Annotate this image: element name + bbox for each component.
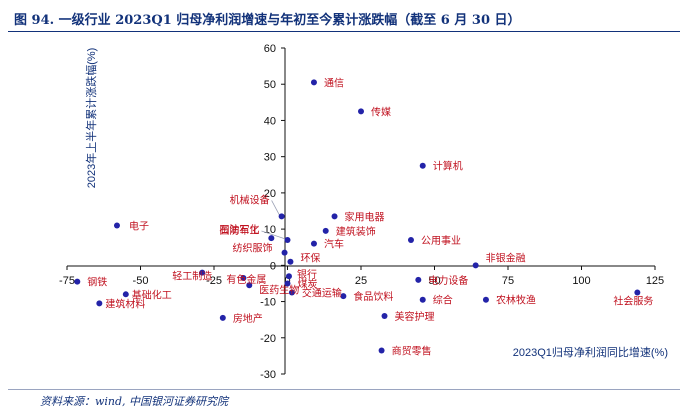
data-label: 煤炭 xyxy=(298,277,318,290)
title-divider xyxy=(8,31,680,32)
data-point xyxy=(287,258,294,265)
y-tick-label: -30 xyxy=(260,369,276,381)
data-point xyxy=(358,108,364,115)
y-tick-label: 30 xyxy=(264,152,276,164)
leader-line xyxy=(261,230,286,240)
data-label: 钢铁 xyxy=(87,276,107,289)
data-point xyxy=(113,222,120,229)
title-bar: 图 94. 一级行业 2023Q1 归母净利润增速与年初至今累计涨跌幅（截至 6… xyxy=(0,0,687,36)
data-point xyxy=(288,289,295,296)
data-label: 商贸零售 xyxy=(392,344,432,357)
x-tick-label: 50 xyxy=(428,275,440,287)
data-point xyxy=(634,289,641,296)
source-note: 资料来源：wind, 中国银河证券研究院 xyxy=(40,395,229,408)
data-point xyxy=(310,79,317,86)
data-point xyxy=(419,296,426,303)
data-point xyxy=(284,236,291,243)
data-label: 通信 xyxy=(324,77,344,89)
data-point xyxy=(378,347,385,354)
data-label: 公用事业 xyxy=(421,234,461,247)
y-tick-label: -20 xyxy=(260,333,276,345)
x-ticks: -75-50-250255075100125 xyxy=(59,266,664,287)
data-label: 医药生物 xyxy=(259,283,299,296)
data-label: 银行 xyxy=(297,268,317,281)
data-label: 国防军工 xyxy=(220,224,260,237)
data-point xyxy=(268,235,275,242)
y-ticks: -30 -20 -10 0 10 20 30 40 50 60 xyxy=(260,43,285,381)
data-label: 农林牧渔 xyxy=(496,294,536,307)
data-label: 交通运输 xyxy=(302,287,342,300)
y-tick-label: -10 xyxy=(260,297,276,309)
leader-lines xyxy=(261,200,286,240)
data-label: 计算机 xyxy=(433,160,463,173)
chart-title: 图 94. 一级行业 2023Q1 归母净利润增速与年初至今累计涨跌幅（截至 6… xyxy=(14,13,521,28)
data-point xyxy=(285,273,292,280)
data-point xyxy=(310,240,317,247)
leader-line xyxy=(271,200,280,216)
data-point xyxy=(482,296,489,303)
x-tick-label: 100 xyxy=(572,275,590,287)
data-point xyxy=(96,300,103,307)
data-point xyxy=(322,227,329,234)
data-label: 非银金融 xyxy=(486,251,526,264)
data-label: 美容护理 xyxy=(395,310,435,323)
x-tick-label: 125 xyxy=(646,275,664,287)
data-label: 机械设备 xyxy=(230,193,270,206)
x-tick-label: -75 xyxy=(59,275,75,287)
data-points xyxy=(74,79,641,354)
data-label: 食品饮料 xyxy=(353,290,393,303)
y-tick-label: 50 xyxy=(264,79,276,91)
data-label: 汽车 xyxy=(324,238,344,251)
y-tick-label: 60 xyxy=(264,43,276,55)
x-tick-label: -25 xyxy=(206,275,222,287)
data-point xyxy=(246,282,253,289)
y-tick-label: 40 xyxy=(264,115,276,127)
data-label: 基础化工 xyxy=(132,288,172,301)
data-point xyxy=(199,269,206,276)
data-label: 轻工制造 xyxy=(172,270,212,283)
data-label: 建筑材料 xyxy=(105,297,145,310)
data-point xyxy=(284,280,291,287)
data-point xyxy=(281,249,288,256)
x-tick-label: 75 xyxy=(502,275,514,287)
y-tick-label: 0 xyxy=(270,260,276,272)
data-point xyxy=(219,314,226,321)
data-label: 房地产 xyxy=(233,312,263,325)
data-point xyxy=(74,278,81,285)
data-point xyxy=(240,275,247,282)
data-label: 家用电器 xyxy=(345,210,385,223)
data-label: 社会服务 xyxy=(613,295,653,308)
y-tick-label: 10 xyxy=(264,224,276,236)
data-label: 有色金属 xyxy=(226,273,266,286)
y-axis-label: 2023年上半年累计涨跌幅(%) xyxy=(84,48,98,189)
data-label: 传媒 xyxy=(371,106,391,118)
axes xyxy=(67,48,655,374)
data-label: 电力设备 xyxy=(428,274,468,287)
data-point xyxy=(122,291,129,298)
footer-divider xyxy=(8,389,680,390)
x-axis-label: 2023Q1归母净利润同比增速(%) xyxy=(513,345,668,359)
data-label: 建筑装饰 xyxy=(336,225,376,238)
x-tick-label: 25 xyxy=(355,275,367,287)
data-point xyxy=(340,293,347,300)
data-label: 环保 xyxy=(300,252,320,265)
data-point xyxy=(415,276,422,283)
y-tick-label: 20 xyxy=(264,188,276,200)
data-point xyxy=(331,213,338,220)
data-point xyxy=(407,236,414,243)
data-point xyxy=(381,313,388,320)
data-point xyxy=(419,162,426,169)
data-label: 纺织服饰 xyxy=(233,242,273,255)
x-tick-label: -50 xyxy=(133,275,149,287)
data-label: 综合 xyxy=(433,294,453,307)
data-point xyxy=(278,213,285,220)
data-label: 石油石化 xyxy=(219,223,259,236)
data-point xyxy=(472,262,479,269)
data-label: 电子 xyxy=(129,219,149,232)
